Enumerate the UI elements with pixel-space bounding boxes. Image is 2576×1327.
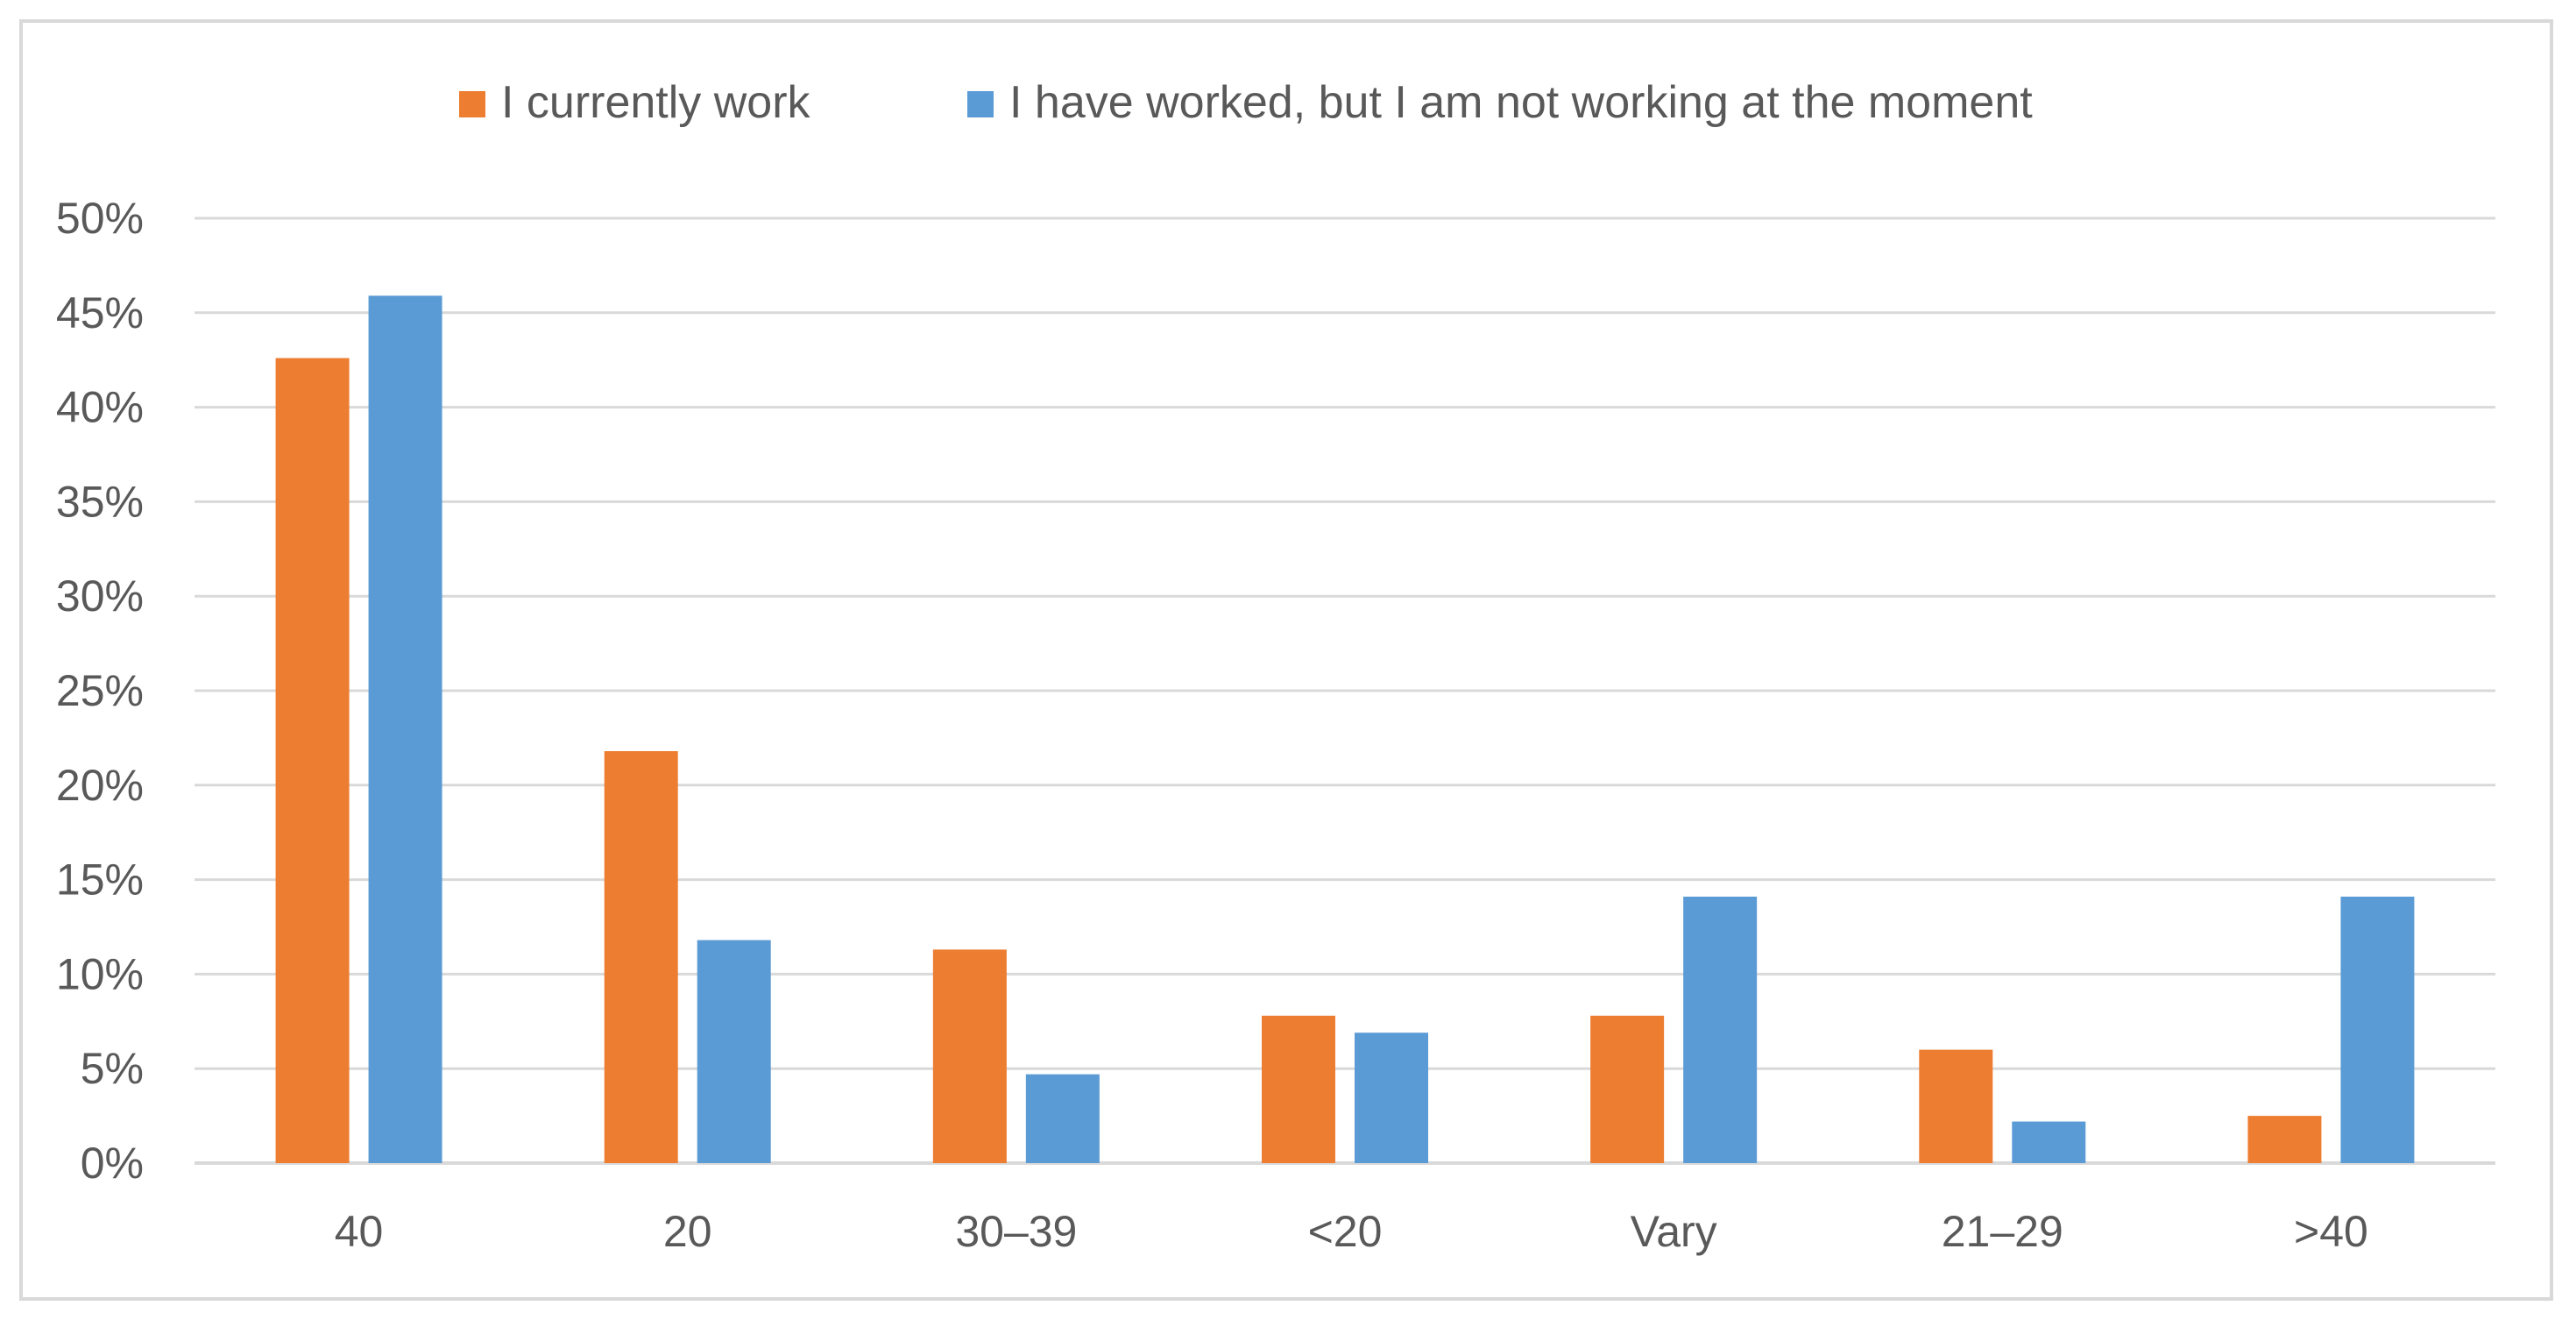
bar-current-5 [1919,1049,1993,1163]
gridlines [195,216,2495,1165]
y-tick-label: 50% [56,194,144,243]
bar-not-working-1 [697,940,771,1163]
legend-label-current: I currently work [501,77,811,128]
y-tick-label: 20% [56,761,144,810]
y-tick-label: 35% [56,477,144,526]
y-tick-label: 5% [81,1044,144,1093]
bars [275,295,2415,1163]
bar-not-working-6 [2340,897,2415,1163]
bar-not-working-2 [1025,1074,1100,1163]
bar-current-1 [604,750,678,1163]
x-tick-label: 40 [335,1207,384,1256]
x-tick-label: Vary [1631,1207,1717,1256]
y-tick-label: 10% [56,949,144,998]
y-tick-label: 0% [81,1139,144,1188]
bar-current-2 [932,949,1007,1163]
bar-current-4 [1590,1015,1665,1163]
y-tick-label: 45% [56,288,144,337]
bar-current-3 [1262,1015,1335,1163]
x-tick-label: 30–39 [955,1207,1077,1256]
y-axis-tick-labels: 0% 5% 10% 15% 20% 25% 30% 35% 40% 45% 50% [56,194,144,1188]
bar-current-0 [275,358,350,1163]
y-tick-label: 25% [56,666,144,715]
x-tick-label: 21–29 [1942,1207,2063,1256]
legend: I currently work I have worked, but I am… [459,77,2033,128]
y-tick-label: 15% [56,855,144,905]
bar-not-working-4 [1683,897,1758,1163]
bar-not-working-3 [1355,1033,1428,1163]
legend-swatch-not-working [967,91,994,117]
bar-not-working-5 [2012,1121,2086,1163]
x-axis-tick-labels: 40 20 30–39 <20 Vary 21–29 >40 [335,1207,2368,1256]
legend-swatch-current [459,91,485,117]
y-tick-label: 40% [56,383,144,432]
x-tick-label: 20 [663,1207,712,1256]
bar-current-6 [2247,1116,2322,1163]
x-tick-label: <20 [1308,1207,1383,1256]
bar-not-working-0 [368,295,442,1163]
y-tick-label: 30% [56,571,144,621]
legend-label-not-working: I have worked, but I am not working at t… [1009,77,2033,128]
x-tick-label: >40 [2294,1207,2368,1256]
